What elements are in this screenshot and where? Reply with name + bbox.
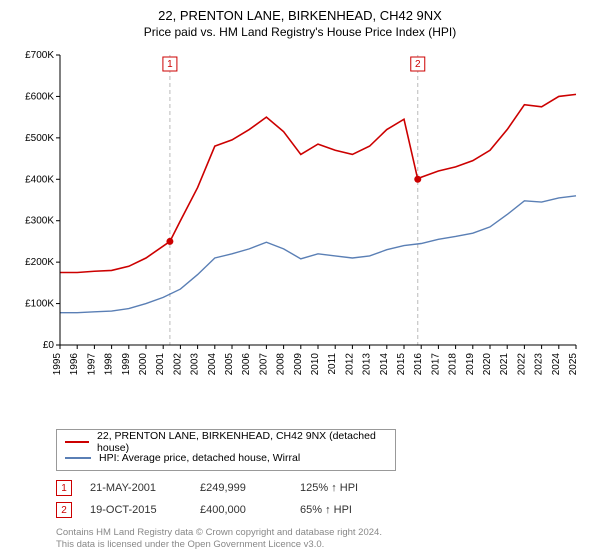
sale-date: 21-MAY-2001 xyxy=(90,482,200,494)
xtick-label: 1996 xyxy=(69,353,80,376)
xtick-label: 2016 xyxy=(413,353,424,376)
legend-swatch xyxy=(65,441,89,443)
ytick-label: £100K xyxy=(25,299,54,310)
xtick-label: 2007 xyxy=(258,353,269,376)
sale-marker-badge-label: 1 xyxy=(167,59,173,70)
page-subtitle: Price paid vs. HM Land Registry's House … xyxy=(12,25,588,39)
xtick-label: 1998 xyxy=(104,353,115,376)
chart-svg: £0 £100K £200K £300K £400K £500K £600K £700K 199… xyxy=(16,47,584,387)
sale-row: 2 19-OCT-2015£400,00065% ↑ HPI xyxy=(56,499,588,521)
sale-marker-badge-label: 2 xyxy=(415,59,421,70)
xtick-label: 2017 xyxy=(430,353,441,376)
series-property-price xyxy=(60,94,576,272)
xtick-label: 2001 xyxy=(155,353,166,376)
xtick-label: 2008 xyxy=(276,353,287,376)
legend-box: 22, PRENTON LANE, BIRKENHEAD, CH42 9NX (… xyxy=(56,429,396,471)
xtick-label: 2006 xyxy=(241,353,252,376)
xtick-label: 2013 xyxy=(362,353,373,376)
xtick-label: 2019 xyxy=(465,353,476,376)
xtick-label: 2021 xyxy=(499,353,510,376)
ytick-label: £200K xyxy=(25,257,54,268)
xtick-label: 2004 xyxy=(207,353,218,376)
ytick-label: £300K xyxy=(25,216,54,227)
xtick-label: 2009 xyxy=(293,353,304,376)
legend-label: 22, PRENTON LANE, BIRKENHEAD, CH42 9NX (… xyxy=(97,430,387,454)
ytick-label: £0 xyxy=(43,340,55,351)
xtick-label: 1997 xyxy=(86,353,97,376)
xtick-label: 2003 xyxy=(190,353,201,376)
series-hpi-wirral xyxy=(60,196,576,313)
xtick-label: 1999 xyxy=(121,353,132,376)
sale-pct: 65% ↑ HPI xyxy=(300,504,400,516)
xtick-label: 2024 xyxy=(551,353,562,376)
ytick-label: £700K xyxy=(25,50,54,61)
sale-row: 1 21-MAY-2001£249,999125% ↑ HPI xyxy=(56,477,588,499)
ytick-label: £600K xyxy=(25,91,54,102)
sale-date: 19-OCT-2015 xyxy=(90,504,200,516)
xtick-label: 2011 xyxy=(327,353,338,375)
legend-label: HPI: Average price, detached house, Wirr… xyxy=(99,452,300,464)
sales-table: 1 21-MAY-2001£249,999125% ↑ HPI 2 19-OCT-20… xyxy=(56,477,588,521)
xtick-label: 2020 xyxy=(482,353,493,376)
sale-badge: 2 xyxy=(56,502,72,518)
xtick-label: 2022 xyxy=(516,353,527,376)
footnote-line2: This data is licensed under the Open Gov… xyxy=(56,539,588,551)
sale-pct: 125% ↑ HPI xyxy=(300,482,400,494)
xtick-label: 2025 xyxy=(568,353,579,376)
xtick-label: 2010 xyxy=(310,353,321,376)
legend-swatch xyxy=(65,457,91,459)
sale-point-dot xyxy=(414,176,421,183)
footnote: Contains HM Land Registry data © Crown c… xyxy=(56,527,588,552)
xtick-label: 1995 xyxy=(52,353,63,376)
sale-badge: 1 xyxy=(56,480,72,496)
sale-price: £249,999 xyxy=(200,482,300,494)
xtick-label: 2014 xyxy=(379,353,390,376)
xtick-label: 2000 xyxy=(138,353,149,376)
xtick-label: 2018 xyxy=(448,353,459,376)
xtick-label: 2015 xyxy=(396,353,407,376)
page-title-address: 22, PRENTON LANE, BIRKENHEAD, CH42 9NX xyxy=(12,8,588,23)
xtick-label: 2005 xyxy=(224,353,235,376)
footnote-line1: Contains HM Land Registry data © Crown c… xyxy=(56,527,588,539)
sale-price: £400,000 xyxy=(200,504,300,516)
xtick-label: 2012 xyxy=(344,353,355,376)
xtick-label: 2023 xyxy=(534,353,545,376)
legend-row: 22, PRENTON LANE, BIRKENHEAD, CH42 9NX (… xyxy=(65,434,387,450)
ytick-label: £500K xyxy=(25,133,54,144)
sale-point-dot xyxy=(166,238,173,245)
ytick-label: £400K xyxy=(25,174,54,185)
price-vs-hpi-chart: £0 £100K £200K £300K £400K £500K £600K £700K 199… xyxy=(16,47,584,387)
xtick-label: 2002 xyxy=(172,353,183,376)
